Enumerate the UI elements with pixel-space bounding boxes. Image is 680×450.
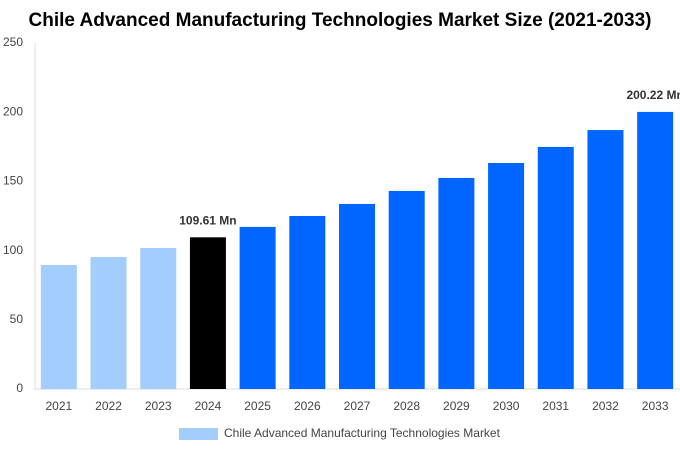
bar — [438, 177, 475, 389]
x-tick-label: 2022 — [95, 399, 122, 413]
x-tick-label: 2032 — [592, 399, 619, 413]
x-tick-label: 2031 — [542, 399, 569, 413]
bar — [388, 190, 425, 389]
bar — [289, 216, 326, 389]
legend-label: Chile Advanced Manufacturing Technologie… — [224, 426, 501, 440]
x-tick-label: 2024 — [195, 399, 222, 413]
bar — [637, 111, 674, 390]
x-tick-label: 2030 — [493, 399, 520, 413]
bar — [587, 130, 624, 390]
y-tick-label: 50 — [10, 312, 24, 326]
bar — [339, 203, 375, 389]
x-tick-label: 2026 — [294, 399, 321, 413]
y-tick-label: 150 — [3, 174, 23, 188]
y-tick-label: 0 — [16, 381, 23, 395]
chart-title: Chile Advanced Manufacturing Technologie… — [29, 10, 652, 31]
bar — [189, 237, 226, 389]
x-tick-label: 2029 — [443, 399, 470, 413]
x-tick-label: 2028 — [393, 399, 420, 413]
bar — [239, 226, 276, 389]
x-tick-label: 2025 — [244, 399, 271, 413]
x-tick-label: 2033 — [642, 399, 669, 413]
legend-swatch — [179, 428, 218, 440]
y-tick-label: 100 — [3, 243, 23, 257]
bar — [537, 146, 574, 389]
y-tick-label: 250 — [3, 35, 23, 49]
y-tick-label: 200 — [3, 104, 23, 118]
x-tick-label: 2021 — [45, 399, 72, 413]
bar — [488, 162, 525, 389]
bar — [140, 247, 177, 389]
x-tick-label: 2027 — [344, 399, 371, 413]
data-label: 200.22 Mn — [626, 88, 680, 102]
data-label: 109.61 Mn — [179, 213, 236, 227]
bar — [40, 264, 77, 389]
x-tick-label: 2023 — [145, 399, 172, 413]
bar — [90, 256, 127, 389]
